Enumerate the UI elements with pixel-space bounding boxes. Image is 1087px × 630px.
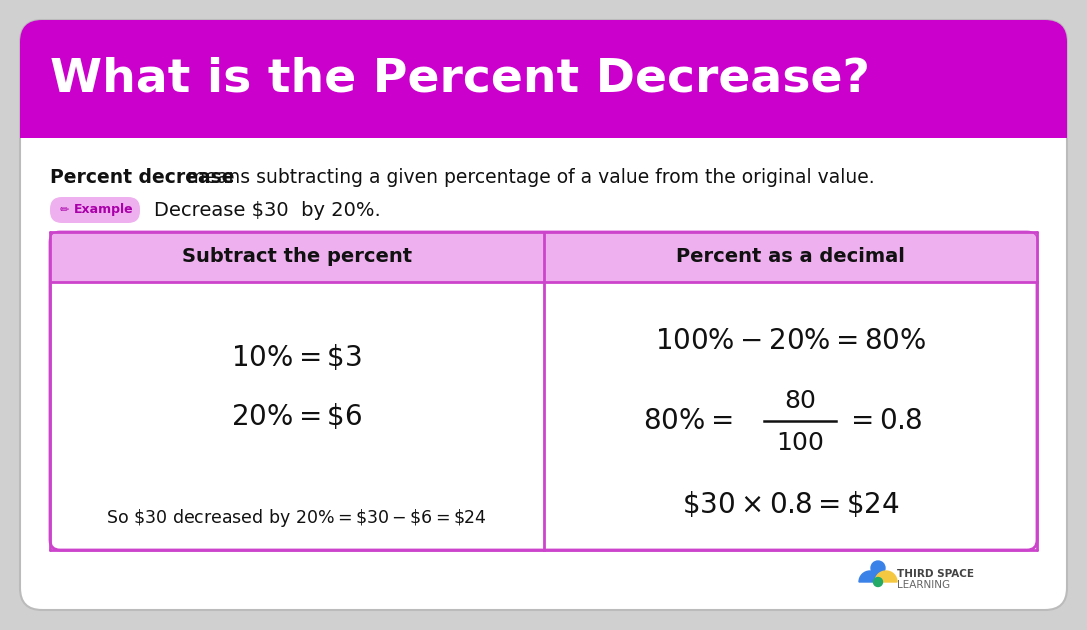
Text: $80\% =$: $80\% =$ [642,408,733,435]
Bar [50,257,1037,282]
Text: Example: Example [74,203,134,217]
Text: Subtract the percent: Subtract the percent [182,248,412,266]
FancyBboxPatch shape [20,20,1067,610]
FancyBboxPatch shape [20,20,1067,138]
Wedge shape [859,571,880,582]
Text: $10\% = \$3$: $10\% = \$3$ [232,342,362,372]
Text: What is the Percent Decrease?: What is the Percent Decrease? [50,57,870,101]
Text: THIRD SPACE: THIRD SPACE [897,569,974,579]
Text: Percent decrease: Percent decrease [50,168,235,187]
Text: ✏: ✏ [60,205,70,215]
Text: $100\% - 20\% = 80\%$: $100\% - 20\% = 80\%$ [654,327,926,355]
Circle shape [871,561,885,575]
FancyBboxPatch shape [50,232,1037,282]
FancyBboxPatch shape [50,197,140,223]
Text: means subtracting a given percentage of a value from the original value.: means subtracting a given percentage of … [182,168,875,187]
Circle shape [874,578,883,587]
Text: $\mathrm{So\ }\$30\ \mathrm{decreased\ by}\ 20\%=\$30-\$6=\$24$: $\mathrm{So\ }\$30\ \mathrm{decreased\ b… [107,507,487,529]
Text: $20\% = \$6$: $20\% = \$6$ [232,401,362,431]
FancyBboxPatch shape [50,232,1037,550]
Bar [20,79,1067,138]
Wedge shape [875,571,897,582]
Text: LEARNING: LEARNING [897,580,950,590]
Text: $= 0.8$: $= 0.8$ [846,408,923,435]
Text: Percent as a decimal: Percent as a decimal [676,248,904,266]
Text: Decrease $30  by 20%.: Decrease $30 by 20%. [154,200,380,219]
Text: $100$: $100$ [776,432,824,455]
Text: $\$30 \times 0.8 = \$24$: $\$30 \times 0.8 = \$24$ [682,490,899,520]
Text: $80$: $80$ [784,389,816,413]
